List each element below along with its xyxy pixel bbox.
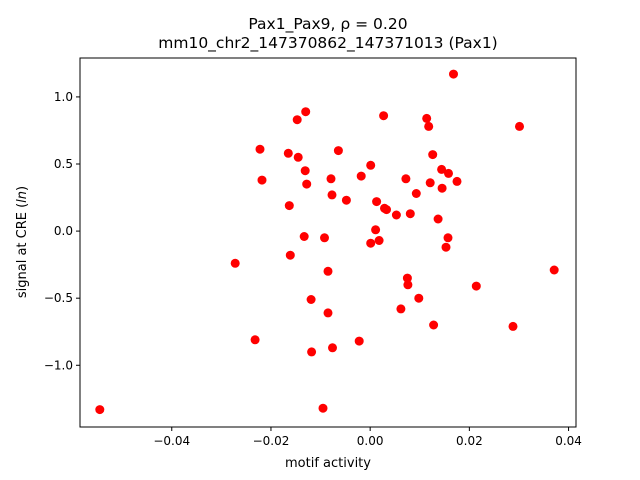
data-point: [323, 308, 333, 318]
y-tick-label: −0.5: [44, 291, 73, 305]
data-point: [405, 209, 415, 219]
data-point: [327, 190, 337, 200]
data-point: [323, 266, 333, 276]
data-point: [515, 121, 524, 131]
data-point: [396, 304, 406, 314]
data-point: [401, 174, 411, 184]
y-axis-label-suffix: ): [15, 186, 30, 191]
chart-title-line2: mm10_chr2_147370862_147371013 (Pax1): [158, 34, 497, 53]
data-point: [403, 280, 413, 290]
y-tick-label: −1.0: [44, 358, 73, 372]
y-axis-ticks: −1.0 −0.5 0.0 0.5 1.0: [44, 90, 80, 372]
data-point: [371, 225, 381, 235]
data-point: [452, 176, 462, 186]
data-point: [300, 166, 310, 176]
y-tick-label: 0.5: [54, 157, 73, 171]
data-point: [299, 232, 309, 241]
data-point: [379, 111, 389, 121]
data-point: [444, 168, 453, 178]
data-point: [366, 238, 376, 248]
data-point: [354, 336, 364, 346]
y-axis-label-italic: ln: [15, 191, 30, 203]
x-tick-label: 0.00: [357, 434, 384, 448]
data-point: [302, 179, 312, 189]
data-point: [437, 183, 447, 193]
data-point: [283, 148, 293, 158]
data-point: [341, 195, 351, 205]
chart-title-line1: Pax1_Pax9, ρ = 0.20: [248, 15, 407, 34]
data-point: [402, 273, 412, 283]
data-point: [356, 171, 366, 181]
data-point: [424, 121, 434, 131]
data-point: [428, 150, 438, 160]
data-point: [391, 210, 401, 220]
data-point: [326, 174, 336, 184]
data-point: [328, 343, 337, 353]
plot-frame: [79, 57, 577, 428]
data-point: [411, 189, 421, 198]
data-point: [437, 164, 447, 174]
data-point: [374, 236, 384, 245]
data-point: [230, 258, 240, 268]
data-point: [422, 113, 432, 123]
data-point: [425, 178, 435, 188]
y-axis-label: signal at CRE (ln): [15, 186, 30, 298]
data-point: [433, 214, 443, 224]
data-point: [449, 69, 458, 79]
data-point: [443, 233, 453, 243]
data-point: [549, 265, 559, 275]
data-point: [250, 335, 260, 345]
data-point: [301, 107, 311, 117]
data-point: [333, 146, 343, 156]
data-point: [292, 115, 302, 125]
data-point: [382, 205, 391, 215]
x-axis-ticks: −0.04 −0.02 0.00 0.02 0.04: [153, 427, 582, 448]
data-point: [320, 233, 329, 243]
data-point: [429, 320, 439, 330]
y-tick-label: 0.0: [54, 224, 73, 238]
data-point: [471, 281, 481, 291]
data-point: [318, 403, 328, 413]
y-axis-label-prefix: signal at CRE (: [15, 203, 30, 298]
data-points: [95, 69, 559, 415]
data-point: [257, 175, 267, 185]
x-tick-label: 0.04: [555, 434, 582, 448]
data-point: [284, 201, 294, 211]
data-point: [293, 152, 303, 162]
x-axis-label: motif activity: [285, 456, 371, 471]
data-point: [508, 321, 518, 331]
x-tick-label: −0.02: [253, 434, 290, 448]
data-point: [441, 242, 451, 252]
x-tick-label: 0.02: [456, 434, 483, 448]
data-point: [366, 160, 376, 170]
data-point: [285, 250, 295, 260]
data-point: [372, 197, 382, 207]
x-tick-label: −0.04: [153, 434, 190, 448]
data-point: [255, 144, 265, 154]
data-point: [307, 347, 317, 357]
y-tick-label: 1.0: [54, 90, 73, 104]
data-point: [414, 293, 424, 303]
data-point: [306, 295, 316, 304]
data-point: [95, 405, 105, 415]
